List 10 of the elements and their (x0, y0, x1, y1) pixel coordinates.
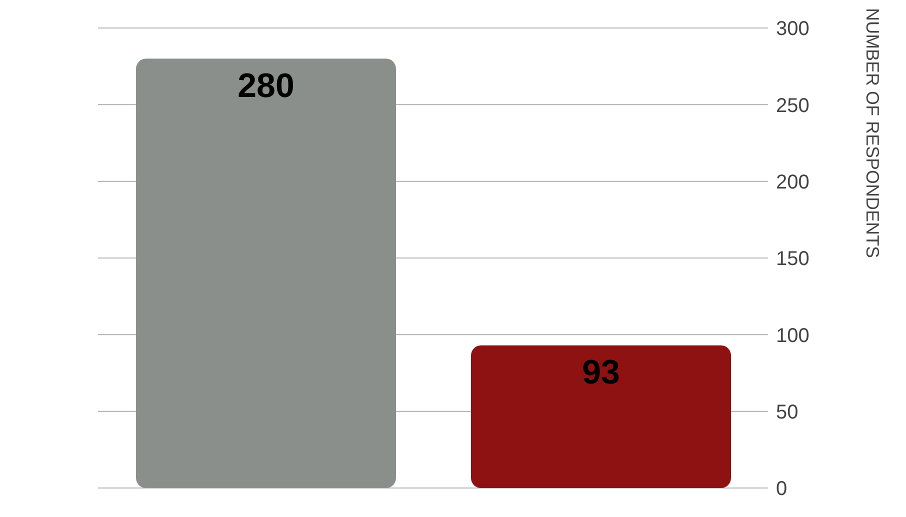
y-tick-label: 150 (776, 248, 810, 270)
y-axis-title: NUMBER OF RESPONDENTS (862, 8, 883, 258)
y-tick-label: 250 (776, 94, 810, 117)
y-tick-label: 300 (776, 18, 810, 40)
y-tick-label: 100 (776, 324, 810, 347)
y-tick-label: 200 (776, 171, 810, 194)
data-label: 280 (238, 66, 294, 105)
y-tick-label: 0 (776, 478, 788, 500)
data-label: 93 (582, 354, 620, 392)
y-tick-label: 50 (776, 401, 798, 424)
